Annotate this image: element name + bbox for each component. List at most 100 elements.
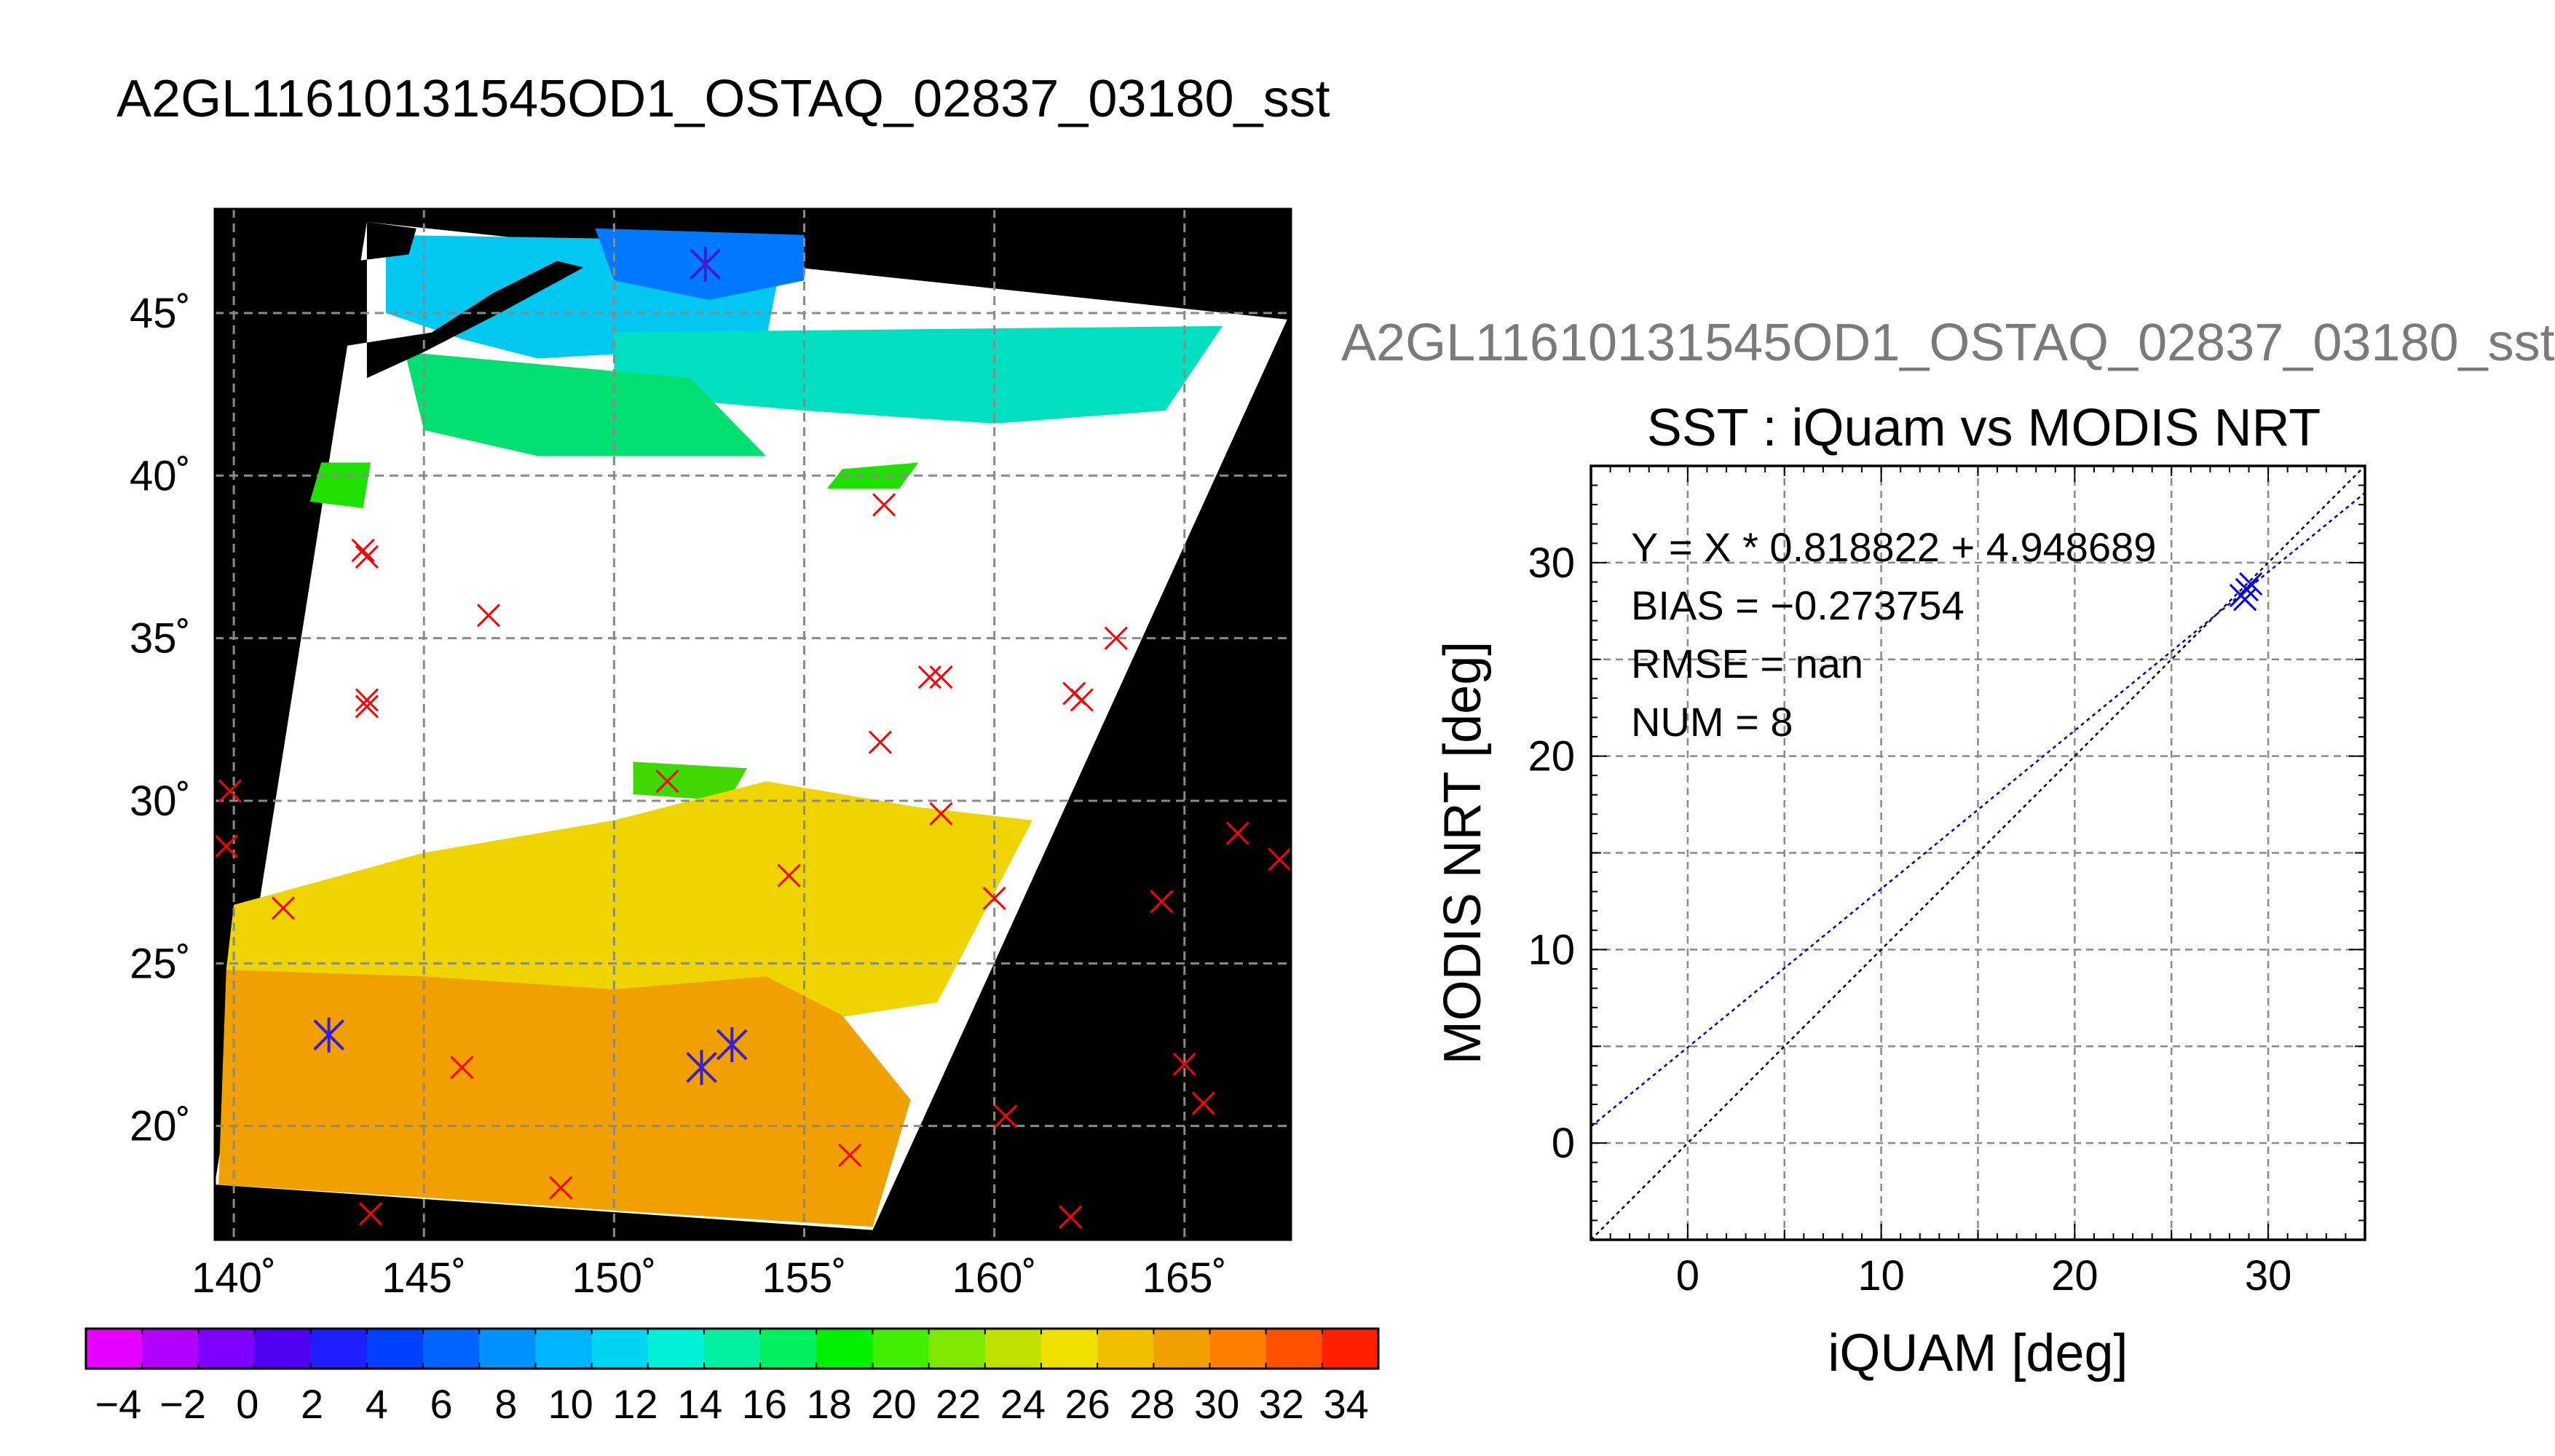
colorbar-tick-label: 16 — [742, 1381, 787, 1427]
marker-stroke — [549, 1176, 573, 1200]
colorbar-segment — [310, 1329, 368, 1369]
map-frame — [213, 207, 1292, 1241]
sst-region-warm-yellow — [226, 781, 1032, 1029]
marker-stroke — [872, 493, 896, 517]
map-lon-tick-label: 150˚ — [572, 1254, 656, 1302]
colorbar-tick-label: 18 — [806, 1381, 851, 1427]
colorbar-segment — [703, 1329, 761, 1369]
marker-stroke — [929, 802, 953, 826]
colorbar-tick-label: 24 — [1000, 1381, 1046, 1427]
colorbar-segment — [591, 1329, 649, 1369]
colorbar-segment — [816, 1329, 873, 1369]
map-lon-tick-label: 145˚ — [382, 1254, 466, 1302]
matchup-x-marker — [1070, 688, 1094, 712]
colorbar-segment — [366, 1329, 424, 1369]
land-mask — [291, 221, 584, 379]
marker-stroke — [1070, 688, 1094, 712]
colorbar-segment — [423, 1329, 480, 1369]
map-lat-tick-label: 25˚ — [130, 940, 191, 987]
matchup-x-marker — [917, 665, 941, 689]
colorbar-segment — [1040, 1329, 1098, 1369]
marker-stroke — [359, 1202, 383, 1226]
map-lat-tick-label: 20˚ — [130, 1103, 191, 1150]
matchup-x-marker — [1150, 890, 1174, 914]
matchup-asterisk-marker — [716, 1026, 748, 1062]
scatter-overflow-title: A2GL11610131545OD1_OSTAQ_02837_03180_sst — [1341, 314, 2555, 372]
marker-stroke — [1104, 626, 1128, 650]
colorbar-segment — [254, 1329, 312, 1369]
sst-region-cold-blue — [595, 228, 805, 301]
colorbar-tick-label: 8 — [494, 1381, 517, 1427]
marker-stroke — [351, 538, 375, 563]
sst-region-mid-cyan — [614, 325, 1223, 424]
matchup-x-marker — [355, 688, 379, 712]
marker-stroke — [1059, 1205, 1083, 1229]
map-lon-tick-label: 160˚ — [952, 1254, 1037, 1302]
matchup-x-marker — [476, 604, 501, 628]
colorbar-segment — [479, 1329, 536, 1369]
colorbar-tick-label: 0 — [236, 1381, 258, 1427]
marker-stroke — [655, 769, 679, 794]
matchup-x-marker — [655, 769, 679, 794]
colorbar-segment — [872, 1329, 930, 1369]
matchup-x-marker — [982, 886, 1006, 911]
matchup-x-marker — [1225, 821, 1249, 845]
marker-stroke — [777, 863, 801, 887]
sst-region-green-west — [309, 462, 371, 508]
colorbar-segment — [984, 1329, 1042, 1369]
map-lat-tick-label: 40˚ — [130, 452, 191, 499]
marker-stroke — [994, 1104, 1018, 1128]
matchup-x-marker — [1191, 1091, 1215, 1115]
colorbar-segment — [86, 1329, 143, 1369]
map-lat-tick-label: 30˚ — [130, 778, 191, 825]
matchup-x-marker — [1059, 1205, 1083, 1229]
matchup-x-marker — [872, 493, 896, 517]
colorbar-tick-label: 2 — [301, 1381, 323, 1427]
marker-stroke — [214, 834, 238, 858]
colorbar-segment — [1097, 1329, 1154, 1369]
matchup-x-marker — [214, 834, 238, 858]
matchup-x-marker — [355, 695, 379, 719]
matchup-x-marker — [1104, 626, 1128, 650]
matchup-x-marker — [929, 802, 953, 826]
marker-stroke — [476, 604, 501, 628]
colorbar-segment — [535, 1329, 593, 1369]
matchup-x-marker — [929, 665, 953, 689]
matchup-x-marker — [271, 896, 296, 920]
colorbar-segment — [1209, 1329, 1267, 1369]
colorbar-tick-label: 30 — [1194, 1381, 1239, 1427]
matchup-x-marker — [450, 1056, 474, 1080]
colorbar-tick-label: 26 — [1065, 1381, 1110, 1427]
matchup-x-marker — [549, 1176, 573, 1200]
colorbar-tick-label: 6 — [430, 1381, 453, 1427]
colorbar-tick-label: 28 — [1129, 1381, 1174, 1427]
map-lon-tick-label: 140˚ — [191, 1254, 276, 1302]
marker-stroke — [355, 545, 379, 569]
matchup-x-marker — [355, 545, 379, 569]
matchup-x-marker — [838, 1143, 862, 1167]
sst-region-mid-green — [405, 352, 767, 456]
colorbar-tick-label: 34 — [1323, 1381, 1368, 1427]
colorbar-tick-label: 14 — [677, 1381, 722, 1427]
colorbar-frame — [84, 1327, 1380, 1370]
map-lon-tick-label: 165˚ — [1142, 1254, 1227, 1302]
matchup-x-marker — [868, 730, 893, 754]
marker-stroke — [1191, 1091, 1215, 1115]
marker-stroke — [218, 779, 242, 803]
colorbar-tick-label: 12 — [612, 1381, 657, 1427]
colorbar-segment — [1265, 1329, 1323, 1369]
marker-stroke — [838, 1143, 862, 1167]
marker-stroke — [355, 695, 379, 719]
marker-stroke — [271, 896, 296, 920]
map-lat-tick-label: 35˚ — [130, 615, 191, 662]
colorbar-segment — [142, 1329, 199, 1369]
matchup-x-marker — [777, 863, 801, 887]
matchup-x-marker — [359, 1202, 383, 1226]
marker-stroke — [355, 688, 379, 712]
colorbar-tick-label: 22 — [936, 1381, 981, 1427]
matchup-x-marker — [994, 1104, 1018, 1128]
map-title: A2GL11610131545OD1_OSTAQ_02837_03180_sst — [117, 70, 1330, 128]
colorbar-tick-label: −2 — [159, 1381, 206, 1427]
